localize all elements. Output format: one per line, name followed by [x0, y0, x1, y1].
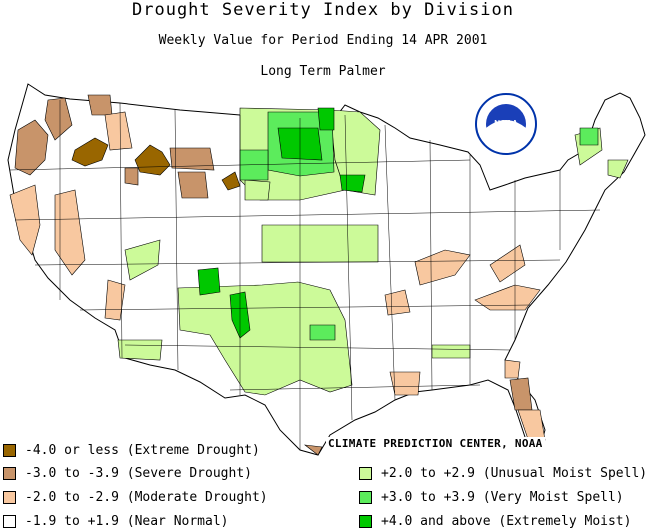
legend-swatch	[359, 515, 372, 528]
severe-drought-region	[44, 97, 73, 141]
legend-item-extremely-moist: +4.0 and above (Extremely Moist)	[359, 514, 631, 529]
moderate-drought-region	[517, 409, 546, 446]
severe-drought-region	[14, 119, 49, 176]
extremely-moist-region	[197, 267, 221, 296]
map-title: Drought Severity Index by Division	[132, 0, 514, 20]
legend-item-extreme-drought: -4.0 or less (Extreme Drought)	[3, 443, 260, 458]
legend-label: +3.0 to +3.9 (Very Moist Spell)	[381, 490, 624, 505]
legend-label: +4.0 and above (Extremely Moist)	[381, 514, 632, 529]
legend-swatch	[359, 467, 372, 480]
severe-drought-region	[87, 94, 113, 116]
severe-drought-region	[124, 167, 139, 186]
credit-label: CLIMATE PREDICTION CENTER, NOAA	[326, 437, 545, 450]
legend-item-near-normal: -1.9 to +1.9 (Near Normal)	[3, 514, 229, 529]
extreme-drought-region	[134, 144, 171, 176]
legend-item-unusual-moist: +2.0 to +2.9 (Unusual Moist Spell)	[359, 466, 646, 481]
moderate-drought-region	[489, 244, 526, 283]
legend-item-moderate-drought: -2.0 to -2.9 (Moderate Drought)	[3, 490, 268, 505]
unusual-moist-region	[329, 109, 381, 196]
unusual-moist-region	[124, 239, 161, 281]
moderate-drought-region	[414, 249, 471, 286]
unusual-moist-region	[607, 159, 629, 179]
legend-swatch	[359, 491, 372, 504]
legend-swatch	[3, 491, 16, 504]
legend-swatch	[3, 515, 16, 528]
moderate-drought-region	[389, 371, 421, 396]
moderate-drought-region	[504, 359, 521, 379]
unusual-moist-region	[244, 179, 271, 201]
unusual-moist-region	[431, 344, 471, 359]
legend-label: -2.0 to -2.9 (Moderate Drought)	[25, 490, 268, 505]
us-climate-division-map: NOAA	[7, 83, 646, 456]
moderate-drought-region	[54, 189, 86, 276]
severe-drought-region	[169, 147, 215, 171]
very-moist-region	[579, 127, 599, 146]
legend-label: -3.0 to -3.9 (Severe Drought)	[25, 466, 252, 481]
legend-label: -4.0 or less (Extreme Drought)	[25, 443, 260, 458]
legend-label: +2.0 to +2.9 (Unusual Moist Spell)	[381, 466, 646, 481]
extremely-moist-region	[339, 174, 366, 193]
extreme-drought-region	[71, 137, 109, 167]
severe-drought-region	[303, 444, 323, 456]
extremely-moist-region	[317, 107, 335, 131]
legend-swatch	[3, 444, 16, 457]
index-type-label: Long Term Palmer	[260, 64, 386, 79]
legend-item-severe-drought: -3.0 to -3.9 (Severe Drought)	[3, 466, 252, 481]
moderate-drought-region	[104, 111, 133, 151]
legend-item-very-moist: +3.0 to +3.9 (Very Moist Spell)	[359, 490, 624, 505]
unusual-moist-region	[261, 224, 379, 263]
svg-text:NOAA: NOAA	[494, 119, 518, 128]
unusual-moist-region	[117, 339, 163, 361]
legend-swatch	[3, 467, 16, 480]
division-boundaries	[9, 100, 601, 450]
very-moist-region	[309, 324, 336, 341]
noaa-logo: NOAA	[475, 93, 537, 155]
unusual-moist-region	[177, 281, 353, 396]
legend-label: -1.9 to +1.9 (Near Normal)	[25, 514, 229, 529]
severe-drought-region	[509, 377, 533, 411]
period-subtitle: Weekly Value for Period Ending 14 APR 20…	[158, 33, 488, 48]
moderate-drought-region	[104, 279, 126, 321]
severe-drought-region	[177, 171, 209, 199]
moderate-drought-region	[474, 284, 541, 311]
